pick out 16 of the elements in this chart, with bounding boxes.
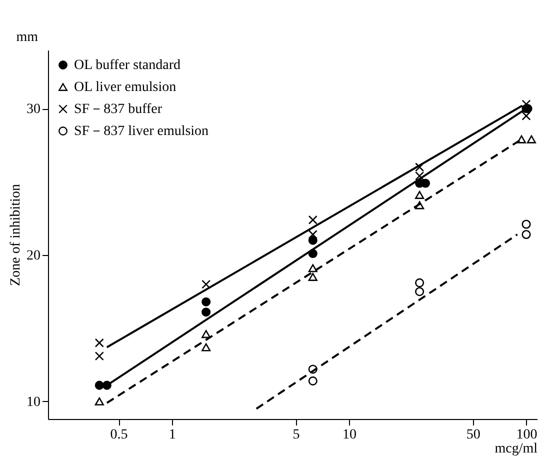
x-tick-label: 5 (292, 428, 300, 442)
x-tick-label: 1 (168, 428, 176, 442)
x-tick-label: 0.5 (110, 428, 128, 442)
legend-label: SF－837 liver emulsion (74, 124, 209, 139)
y-tick-label: 20 (26, 248, 40, 264)
text: mm (16, 30, 38, 45)
x-axis-title: mcg/ml (494, 442, 538, 456)
x-tick-label: 50 (466, 428, 480, 442)
legend-label: OL liver emulsion (74, 80, 176, 95)
legend-label: SF－837 buffer (74, 102, 162, 117)
x-tick-label: 100 (516, 428, 538, 442)
y-tick-label: 10 (26, 394, 40, 410)
x-tick-label: 10 (342, 428, 357, 442)
y-axis-title: Zone of inhibition (8, 184, 24, 286)
y-tick-label: 30 (26, 102, 40, 118)
legend-label: OL buffer standard (74, 58, 181, 73)
